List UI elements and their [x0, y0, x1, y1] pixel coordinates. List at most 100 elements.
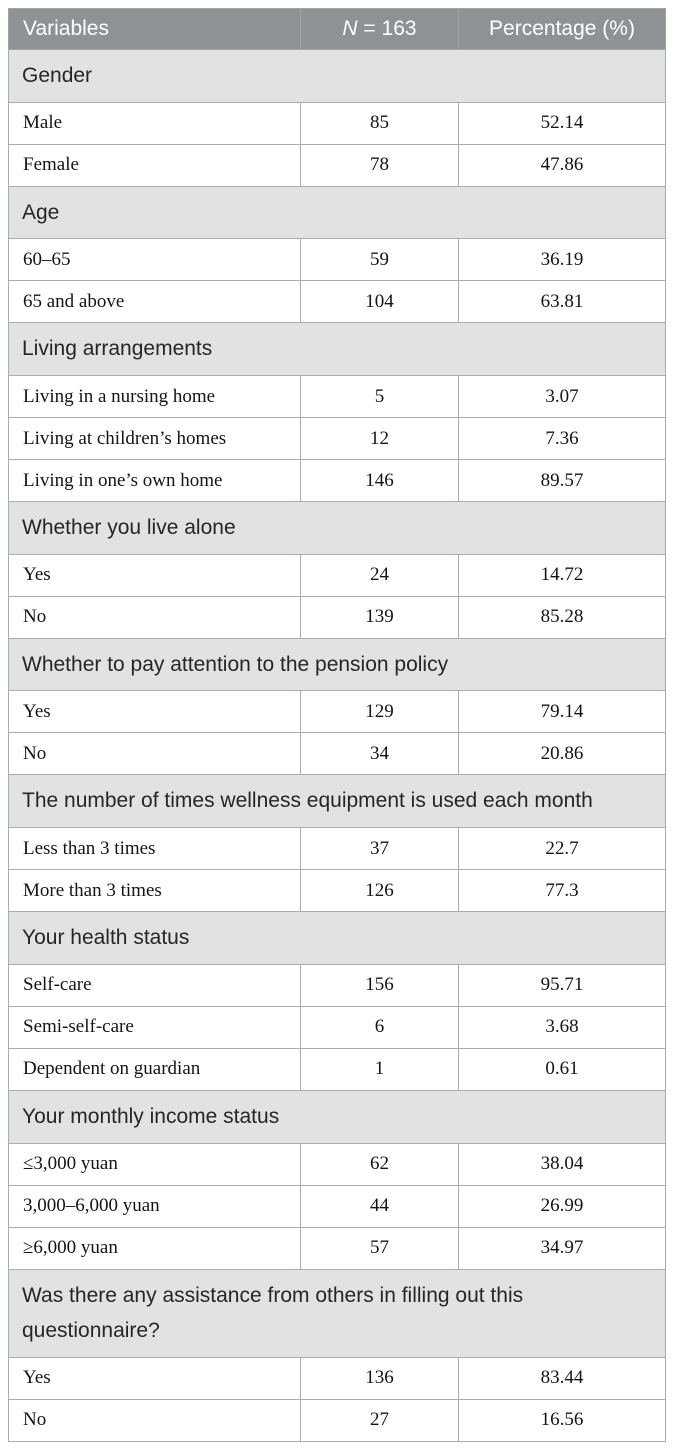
percentage-cell: 34.97 [458, 1226, 666, 1270]
variable-cell: 3,000–6,000 yuan [8, 1184, 301, 1228]
n-cell: 59 [300, 238, 459, 282]
n-cell: 129 [300, 690, 459, 734]
table-body: Gender Male 85 52.14 Female 78 47.86 Age 60–65 59… [8, 49, 666, 1442]
n-cell: 24 [300, 553, 459, 597]
variable-cell: Living at children’s homes [8, 417, 301, 461]
variable-cell: More than 3 times [8, 869, 301, 913]
section-title: Gender [8, 49, 666, 103]
table-row: Dependent on guardian 1 0.61 [8, 1047, 666, 1091]
table-row: Living at children’s homes 12 7.36 [8, 417, 666, 461]
variable-cell: Semi-self-care [8, 1005, 301, 1049]
table-row: 60–65 59 36.19 [8, 238, 666, 282]
percentage-cell: 3.68 [458, 1005, 666, 1049]
section-title: Living arrangements [8, 322, 666, 377]
header-percentage: Percentage (%) [458, 8, 666, 50]
percentage-cell: 7.36 [458, 417, 666, 461]
percentage-cell: 79.14 [458, 690, 666, 734]
percentage-cell: 3.07 [458, 375, 666, 419]
variable-cell: Living in one’s own home [8, 459, 301, 503]
variable-cell: ≤3,000 yuan [8, 1142, 301, 1186]
header-variables: Variables [8, 8, 301, 50]
n-value: = 163 [357, 17, 417, 40]
table-row: 3,000–6,000 yuan 44 26.99 [8, 1184, 666, 1228]
section-title: Whether you live alone [8, 501, 666, 555]
variable-cell: Yes [8, 690, 301, 734]
section-title: Was there any assistance from others in … [8, 1268, 666, 1358]
n-cell: 44 [300, 1184, 459, 1228]
table-row: Male 85 52.14 [8, 101, 666, 145]
table-row: More than 3 times 126 77.3 [8, 869, 666, 913]
percentage-cell: 83.44 [458, 1356, 666, 1400]
n-cell: 37 [300, 827, 459, 871]
section-header-row: Your monthly income status [8, 1089, 666, 1144]
table-row: Less than 3 times 37 22.7 [8, 827, 666, 871]
table-row: No 27 16.56 [8, 1398, 666, 1442]
table-row: ≥6,000 yuan 57 34.97 [8, 1226, 666, 1270]
percentage-cell: 0.61 [458, 1047, 666, 1091]
variable-cell: No [8, 732, 301, 776]
section-header-row: Living arrangements [8, 322, 666, 377]
table-row: ≤3,000 yuan 62 38.04 [8, 1142, 666, 1186]
variable-cell: No [8, 1398, 301, 1442]
variable-cell: Yes [8, 1356, 301, 1400]
n-cell: 27 [300, 1398, 459, 1442]
table-row: Semi-self-care 6 3.68 [8, 1005, 666, 1049]
n-cell: 57 [300, 1226, 459, 1270]
percentage-cell: 22.7 [458, 827, 666, 871]
table-row: 65 and above 104 63.81 [8, 280, 666, 324]
percentage-cell: 63.81 [458, 280, 666, 324]
section-title: Age [8, 185, 666, 240]
percentage-cell: 26.99 [458, 1184, 666, 1228]
table-row: Yes 129 79.14 [8, 690, 666, 734]
n-cell: 78 [300, 143, 459, 187]
percentage-cell: 47.86 [458, 143, 666, 187]
percentage-cell: 38.04 [458, 1142, 666, 1186]
percentage-cell: 95.71 [458, 963, 666, 1007]
n-symbol: N [342, 17, 358, 40]
table-row: No 34 20.86 [8, 732, 666, 776]
table-row: Yes 136 83.44 [8, 1356, 666, 1400]
section-title: Your monthly income status [8, 1089, 666, 1144]
percentage-cell: 85.28 [458, 595, 666, 639]
section-header-row: Gender [8, 49, 666, 103]
n-cell: 6 [300, 1005, 459, 1049]
percentage-cell: 77.3 [458, 869, 666, 913]
section-header-row: Whether you live alone [8, 501, 666, 555]
variable-cell: Living in a nursing home [8, 375, 301, 419]
n-cell: 126 [300, 869, 459, 913]
table-row: No 139 85.28 [8, 595, 666, 639]
n-cell: 34 [300, 732, 459, 776]
table-row: Yes 24 14.72 [8, 553, 666, 597]
table-row: Living in a nursing home 5 3.07 [8, 375, 666, 419]
n-cell: 62 [300, 1142, 459, 1186]
section-header-row: The number of times wellness equipment i… [8, 774, 666, 829]
section-header-row: Was there any assistance from others in … [8, 1268, 666, 1358]
variable-cell: Self-care [8, 963, 301, 1007]
variable-cell: Less than 3 times [8, 827, 301, 871]
table-row: Female 78 47.86 [8, 143, 666, 187]
n-cell: 139 [300, 595, 459, 639]
section-header-row: Your health status [8, 911, 666, 965]
variable-cell: Female [8, 143, 301, 187]
n-cell: 12 [300, 417, 459, 461]
variable-cell: 60–65 [8, 238, 301, 282]
percentage-cell: 16.56 [458, 1398, 666, 1442]
n-cell: 146 [300, 459, 459, 503]
section-title: Your health status [8, 911, 666, 965]
percentage-cell: 36.19 [458, 238, 666, 282]
section-header-row: Age [8, 185, 666, 240]
table-row: Living in one’s own home 146 89.57 [8, 459, 666, 503]
n-cell: 5 [300, 375, 459, 419]
section-title: Whether to pay attention to the pension … [8, 637, 666, 692]
variable-cell: ≥6,000 yuan [8, 1226, 301, 1270]
percentage-cell: 52.14 [458, 101, 666, 145]
section-header-row: Whether to pay attention to the pension … [8, 637, 666, 692]
variable-cell: Dependent on guardian [8, 1047, 301, 1091]
table-row: Self-care 156 95.71 [8, 963, 666, 1007]
n-cell: 1 [300, 1047, 459, 1091]
variable-cell: 65 and above [8, 280, 301, 324]
variable-cell: Yes [8, 553, 301, 597]
demographics-table: Variables N = 163 Percentage (%) Gender M… [8, 8, 666, 1442]
n-cell: 156 [300, 963, 459, 1007]
percentage-cell: 89.57 [458, 459, 666, 503]
